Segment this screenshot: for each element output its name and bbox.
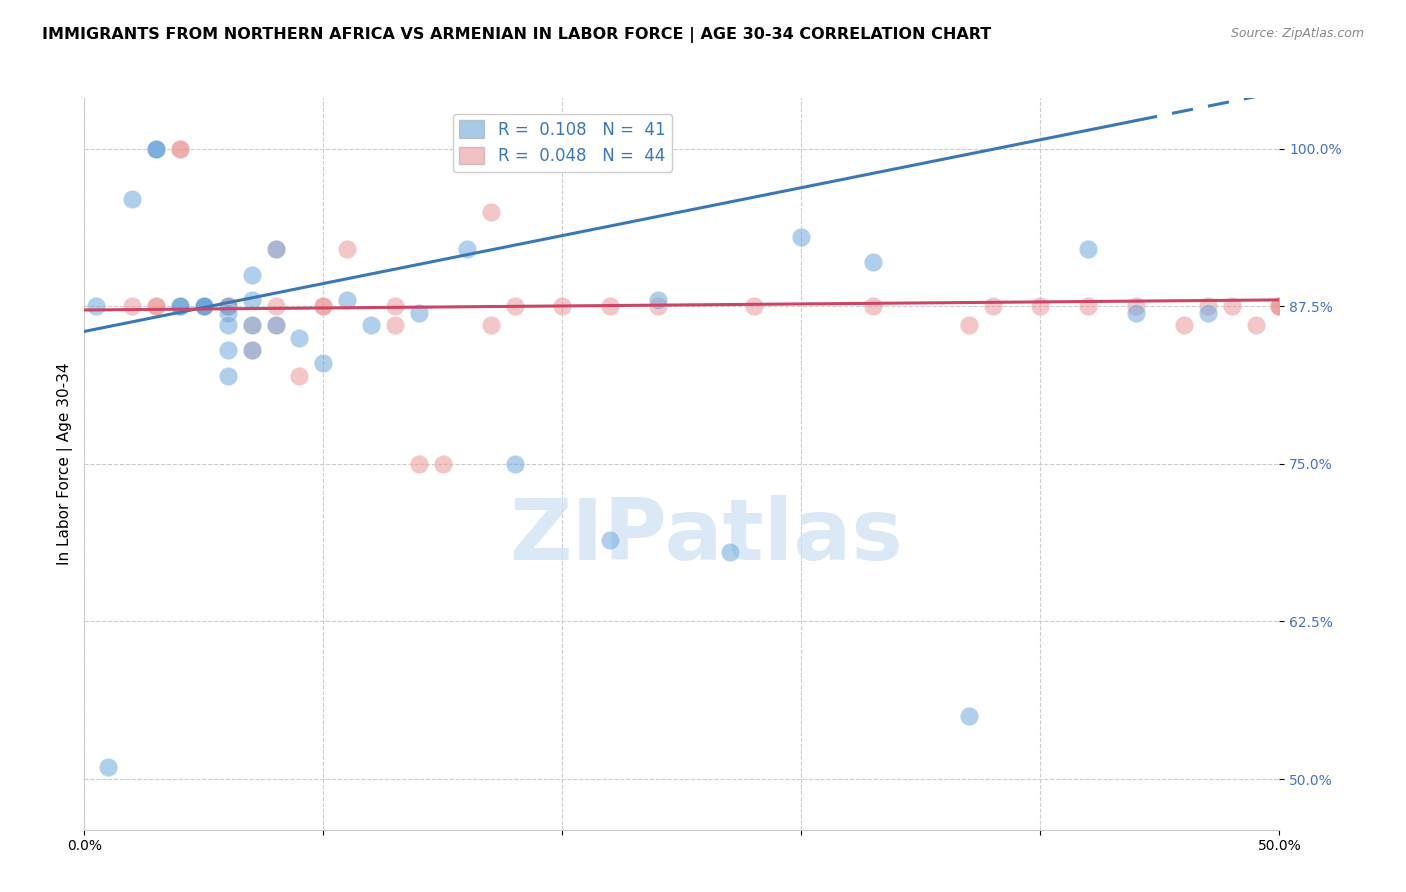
Point bbox=[169, 299, 191, 313]
Point bbox=[240, 343, 263, 358]
Point bbox=[1125, 299, 1147, 313]
Point bbox=[193, 299, 215, 313]
Point bbox=[384, 318, 406, 332]
Point bbox=[240, 343, 263, 358]
Point bbox=[312, 299, 335, 313]
Point bbox=[790, 230, 813, 244]
Point bbox=[288, 368, 311, 383]
Point bbox=[862, 299, 884, 313]
Point bbox=[121, 192, 143, 206]
Text: IMMIGRANTS FROM NORTHERN AFRICA VS ARMENIAN IN LABOR FORCE | AGE 30-34 CORRELATI: IMMIGRANTS FROM NORTHERN AFRICA VS ARMEN… bbox=[42, 27, 991, 43]
Point bbox=[1268, 299, 1291, 313]
Point bbox=[718, 545, 741, 559]
Point bbox=[1077, 243, 1099, 257]
Point bbox=[957, 709, 980, 723]
Point bbox=[145, 142, 167, 156]
Point bbox=[169, 299, 191, 313]
Point bbox=[169, 142, 191, 156]
Point bbox=[240, 268, 263, 282]
Point bbox=[360, 318, 382, 332]
Point bbox=[193, 299, 215, 313]
Point bbox=[479, 318, 502, 332]
Point bbox=[121, 299, 143, 313]
Point bbox=[145, 299, 167, 313]
Point bbox=[599, 533, 621, 547]
Point bbox=[408, 457, 430, 471]
Point bbox=[193, 299, 215, 313]
Point bbox=[217, 368, 239, 383]
Point bbox=[336, 243, 359, 257]
Point bbox=[456, 243, 478, 257]
Point bbox=[862, 255, 884, 269]
Point bbox=[1244, 318, 1267, 332]
Point bbox=[503, 457, 526, 471]
Point bbox=[193, 299, 215, 313]
Point bbox=[193, 299, 215, 313]
Point bbox=[1197, 305, 1219, 319]
Y-axis label: In Labor Force | Age 30-34: In Labor Force | Age 30-34 bbox=[58, 362, 73, 566]
Point bbox=[145, 142, 167, 156]
Point bbox=[1029, 299, 1052, 313]
Point bbox=[264, 299, 287, 313]
Point bbox=[145, 299, 167, 313]
Point bbox=[479, 204, 502, 219]
Point bbox=[981, 299, 1004, 313]
Point bbox=[408, 305, 430, 319]
Point bbox=[312, 356, 335, 370]
Point bbox=[217, 299, 239, 313]
Point bbox=[1268, 299, 1291, 313]
Point bbox=[503, 299, 526, 313]
Point bbox=[264, 318, 287, 332]
Point bbox=[1173, 318, 1195, 332]
Point bbox=[240, 318, 263, 332]
Point bbox=[551, 299, 574, 313]
Point bbox=[193, 299, 215, 313]
Point bbox=[193, 299, 215, 313]
Point bbox=[264, 243, 287, 257]
Point bbox=[169, 299, 191, 313]
Point bbox=[432, 457, 454, 471]
Point bbox=[86, 299, 108, 313]
Point bbox=[264, 318, 287, 332]
Point bbox=[336, 293, 359, 307]
Point bbox=[145, 142, 167, 156]
Point bbox=[240, 293, 263, 307]
Point bbox=[217, 343, 239, 358]
Point bbox=[742, 299, 765, 313]
Text: Source: ZipAtlas.com: Source: ZipAtlas.com bbox=[1230, 27, 1364, 40]
Point bbox=[169, 142, 191, 156]
Point bbox=[957, 318, 980, 332]
Point bbox=[288, 331, 311, 345]
Point bbox=[647, 299, 669, 313]
Point bbox=[1268, 299, 1291, 313]
Point bbox=[264, 243, 287, 257]
Point bbox=[217, 305, 239, 319]
Point bbox=[599, 299, 621, 313]
Point bbox=[217, 299, 239, 313]
Point bbox=[1197, 299, 1219, 313]
Legend: R =  0.108   N =  41, R =  0.048   N =  44: R = 0.108 N = 41, R = 0.048 N = 44 bbox=[453, 114, 672, 172]
Point bbox=[647, 293, 669, 307]
Point bbox=[1125, 305, 1147, 319]
Point bbox=[193, 299, 215, 313]
Point bbox=[1220, 299, 1243, 313]
Point bbox=[240, 318, 263, 332]
Text: ZIPatlas: ZIPatlas bbox=[509, 495, 903, 579]
Point bbox=[384, 299, 406, 313]
Point bbox=[217, 318, 239, 332]
Point bbox=[217, 299, 239, 313]
Point bbox=[312, 299, 335, 313]
Point bbox=[1077, 299, 1099, 313]
Point bbox=[97, 759, 120, 773]
Point bbox=[217, 299, 239, 313]
